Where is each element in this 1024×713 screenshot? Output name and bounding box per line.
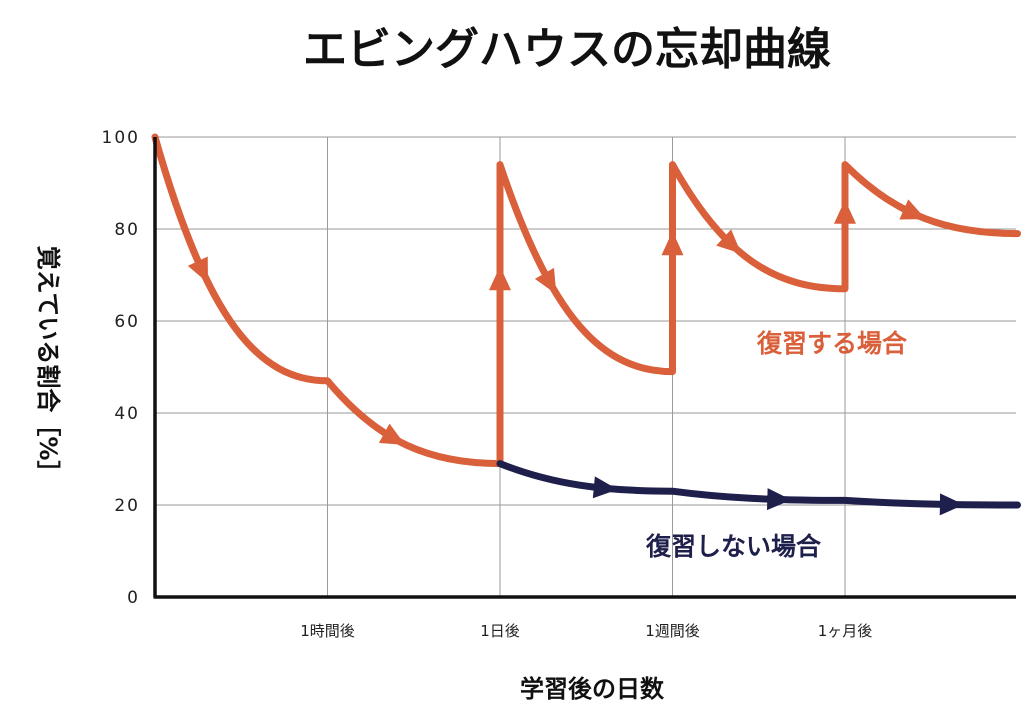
grid: [155, 136, 1016, 598]
series-layer: [151, 133, 1021, 516]
review-jump-arrow: [834, 199, 856, 224]
direction-arrow: [187, 256, 209, 283]
direction-arrow: [939, 493, 964, 516]
series-label-no-review: 復習しない場合: [645, 532, 822, 561]
y-tick-label: 40: [114, 404, 140, 424]
direction-arrow: [378, 423, 406, 445]
x-tick-label: 1時間後: [300, 622, 355, 640]
x-axis-label: 学習後の日数: [520, 675, 665, 703]
y-tick-label: 20: [114, 496, 140, 516]
y-axis-label: 覚えている割合［%］: [34, 246, 62, 485]
x-tick-label: 1ヶ月後: [818, 622, 873, 640]
direction-arrow: [899, 199, 926, 220]
direction-arrow: [592, 476, 618, 499]
series-line-no-review: [496, 460, 1021, 509]
review-jump-arrow: [489, 266, 511, 291]
y-tick-label: 60: [114, 312, 140, 332]
y-tick-label: 0: [127, 588, 140, 608]
y-tick-label: 100: [102, 128, 140, 148]
x-tick-label: 1日後: [480, 622, 520, 640]
chart-title: エビングハウスの忘却曲線: [303, 24, 831, 75]
x-tick-labels: 1時間後 1日後 1週間後 1ヶ月後: [300, 622, 872, 640]
series-line-review: [151, 133, 1021, 468]
y-tick-labels: 0 20 40 60 80 100: [102, 128, 140, 608]
series-label-review: 復習する場合: [756, 329, 908, 358]
y-tick-label: 80: [114, 220, 140, 240]
x-tick-label: 1週間後: [645, 622, 700, 640]
direction-arrow: [766, 488, 792, 511]
direction-arrow: [716, 229, 742, 254]
axes: [153, 137, 1016, 599]
direction-arrow: [534, 267, 557, 295]
review-jump-arrow: [661, 231, 684, 256]
